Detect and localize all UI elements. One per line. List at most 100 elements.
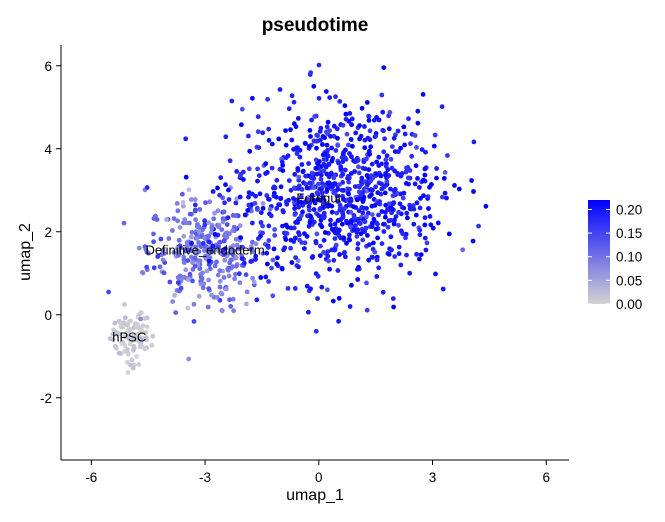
legend-tick-label: 0.05 [616, 273, 642, 288]
data-point [358, 231, 364, 237]
data-point [266, 238, 272, 243]
data-point [327, 95, 333, 100]
data-point [226, 273, 232, 279]
data-point [409, 206, 414, 212]
data-point [217, 284, 223, 290]
data-point [144, 185, 150, 190]
data-point [421, 177, 426, 183]
data-point [476, 223, 481, 229]
data-point [336, 318, 341, 324]
data-point [292, 172, 298, 177]
data-point [246, 202, 252, 208]
data-point [355, 266, 360, 272]
data-point [185, 305, 191, 311]
data-point [396, 222, 401, 228]
data-point [320, 142, 325, 147]
data-point [314, 132, 320, 138]
data-point [269, 265, 274, 271]
data-point [130, 365, 136, 371]
data-point [129, 357, 135, 363]
data-point [433, 271, 438, 277]
data-point [222, 200, 228, 206]
data-point [210, 243, 216, 249]
data-point [315, 273, 321, 279]
data-point [309, 170, 315, 176]
data-point [255, 178, 260, 184]
data-point [283, 142, 289, 148]
data-point [403, 235, 408, 241]
data-point [122, 315, 128, 321]
data-point [400, 195, 406, 201]
data-point [210, 189, 216, 194]
data-point [364, 181, 370, 187]
x-tick-label: 6 [542, 470, 550, 485]
data-point [258, 210, 264, 216]
data-point [175, 280, 181, 285]
data-point [131, 347, 136, 353]
data-point [167, 279, 173, 285]
data-point [254, 207, 260, 212]
data-point [142, 346, 148, 352]
data-point [335, 199, 341, 204]
data-point [383, 172, 388, 178]
data-point [383, 214, 388, 220]
data-point [299, 187, 305, 192]
data-point [215, 208, 221, 214]
data-point [230, 228, 236, 233]
data-point [340, 171, 346, 177]
data-point [254, 297, 260, 303]
data-point [428, 222, 434, 228]
data-point [221, 209, 227, 215]
data-point [368, 144, 374, 150]
data-point [375, 190, 381, 196]
data-point [326, 162, 332, 168]
data-point [328, 133, 333, 139]
data-point [391, 200, 397, 206]
data-point [355, 241, 361, 247]
data-point [384, 153, 390, 159]
data-point [226, 197, 232, 202]
data-point [170, 299, 176, 304]
data-point [230, 264, 235, 270]
data-point [401, 124, 407, 130]
data-point [200, 270, 205, 276]
data-point [265, 261, 270, 267]
cluster-label: Definitive_endoderm [145, 242, 264, 257]
data-point [442, 190, 448, 196]
data-point [383, 202, 389, 208]
data-point [388, 156, 394, 162]
data-point [266, 223, 272, 229]
data-point [404, 210, 410, 216]
data-point [293, 145, 299, 151]
data-point [308, 134, 313, 139]
x-tick-label: -6 [85, 470, 97, 485]
data-point [226, 187, 231, 193]
data-point [413, 163, 419, 169]
data-point [302, 246, 307, 252]
data-point [366, 114, 372, 119]
data-point [334, 210, 340, 216]
data-point [383, 157, 389, 163]
data-point [306, 309, 311, 315]
data-point [393, 214, 399, 220]
data-point [292, 286, 298, 291]
data-point [325, 249, 331, 255]
data-point [350, 143, 355, 149]
data-point [251, 279, 257, 285]
data-point [360, 199, 366, 204]
data-point [193, 217, 199, 223]
data-point [196, 293, 202, 299]
data-point [391, 304, 396, 310]
data-point [329, 209, 335, 215]
data-point [317, 253, 323, 258]
data-point [369, 161, 375, 167]
data-point [364, 156, 369, 162]
data-point [278, 184, 284, 190]
data-point [369, 224, 375, 230]
data-point [264, 193, 270, 198]
data-point [205, 247, 210, 253]
data-point [260, 130, 266, 136]
data-point [366, 118, 372, 123]
data-point [283, 237, 289, 243]
data-point [309, 117, 314, 123]
